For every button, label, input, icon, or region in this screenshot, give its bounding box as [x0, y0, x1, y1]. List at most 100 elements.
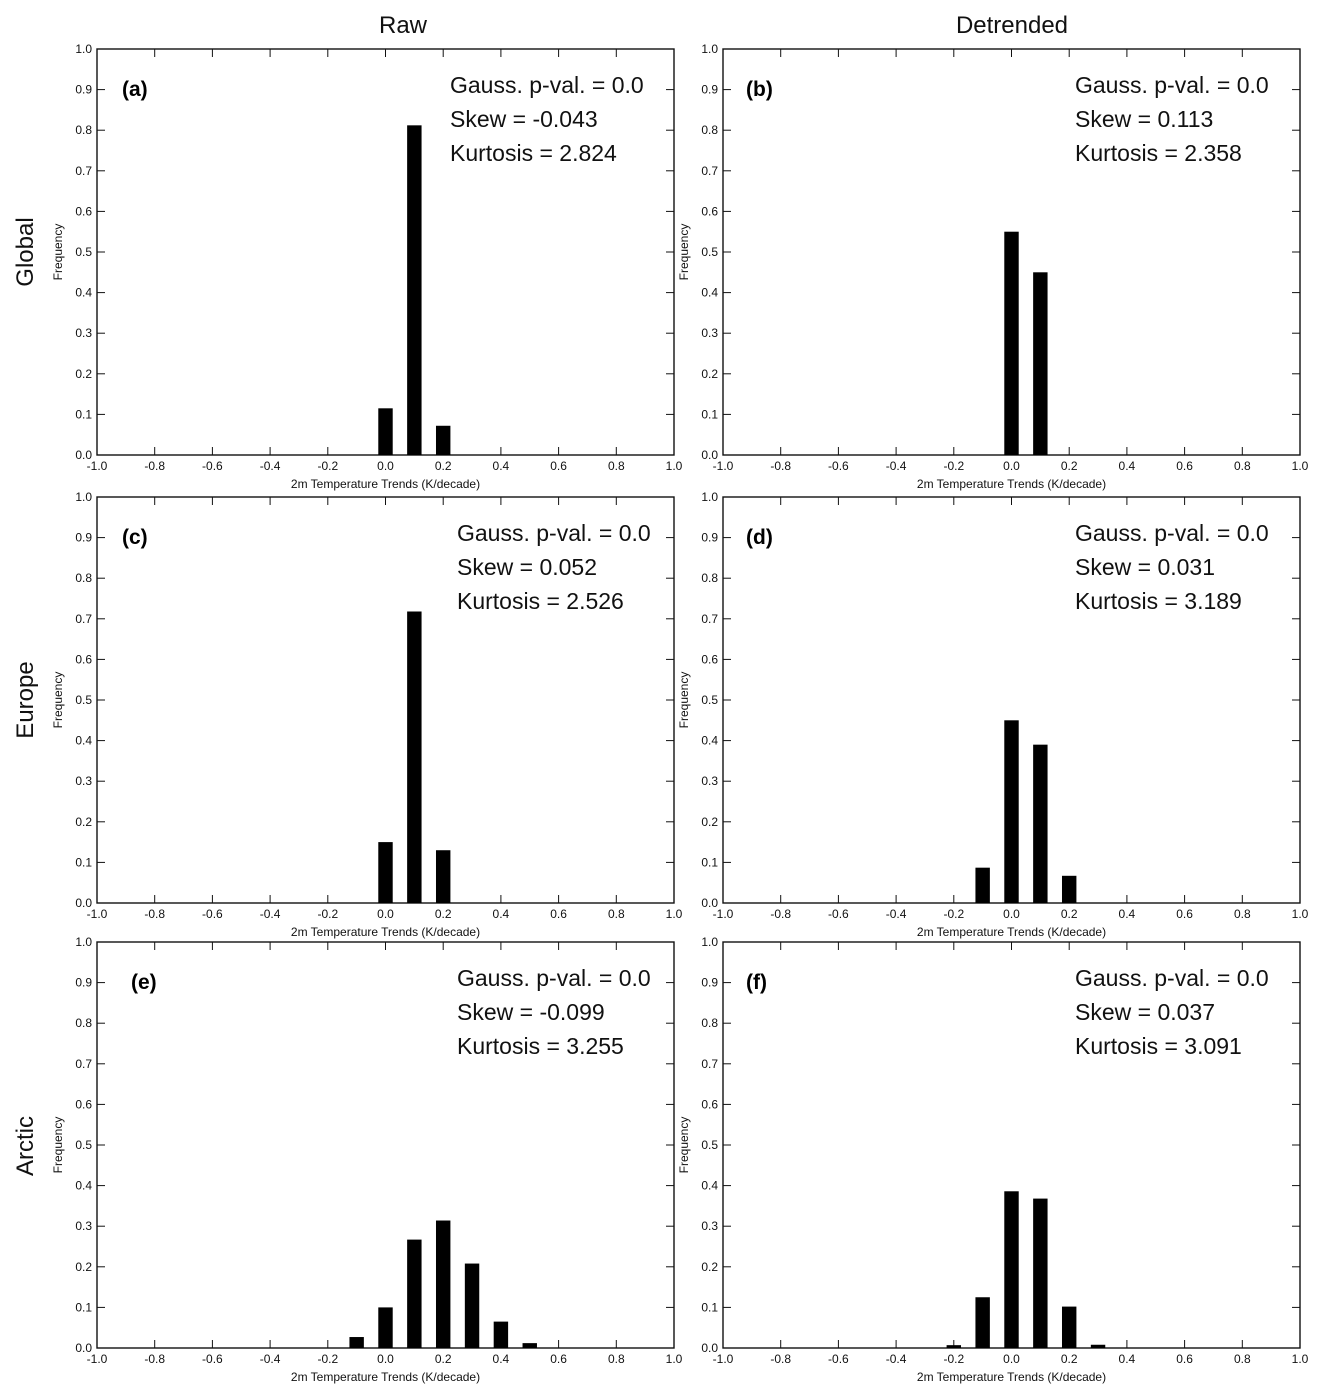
histogram-bar [522, 1343, 537, 1348]
x-tick-label: -0.6 [202, 459, 223, 473]
histogram-bar [435, 850, 451, 903]
y-tick-label: 0.7 [75, 164, 92, 178]
y-tick-label: 0.0 [701, 448, 718, 462]
y-tick-label: 0.2 [701, 1260, 718, 1274]
histogram-bar [435, 1220, 451, 1348]
y-tick-label: 0.8 [701, 1016, 718, 1030]
y-tick-label: 0.4 [75, 286, 92, 300]
y-tick-label: 0.2 [701, 367, 718, 381]
y-tick-label: 0.4 [75, 734, 92, 748]
panel-label: (f) [746, 971, 767, 994]
x-tick-label: 0.0 [377, 907, 394, 921]
x-tick-label: 0.2 [1061, 1352, 1078, 1366]
x-tick-label: 0.8 [608, 459, 625, 473]
x-tick-label: -0.6 [202, 1352, 223, 1366]
x-tick-label: 0.2 [1061, 459, 1078, 473]
y-tick-label: 0.6 [701, 652, 718, 666]
histogram-bar [407, 1239, 422, 1348]
y-tick-label: 0.9 [75, 976, 92, 990]
stats-annotation: Skew = 0.113 [1075, 106, 1213, 132]
stats-annotation: Gauss. p-val. = 0.0 [457, 520, 651, 546]
histogram-bar [493, 1321, 509, 1348]
y-tick-label: 0.1 [75, 855, 92, 869]
x-tick-label: -0.2 [943, 459, 964, 473]
y-tick-label: 0.5 [75, 693, 92, 707]
y-tick-label: 0.2 [75, 815, 92, 829]
x-tick-label: 0.4 [1119, 907, 1136, 921]
y-tick-label: 0.3 [701, 1219, 718, 1233]
histogram-bar [378, 842, 393, 903]
x-tick-label: 0.0 [377, 1352, 394, 1366]
x-axis-label: 2m Temperature Trends (K/decade) [291, 925, 480, 939]
x-tick-label: 0.0 [1003, 907, 1020, 921]
y-axis-label: Frequency [677, 672, 691, 729]
y-tick-label: 0.7 [701, 1057, 718, 1071]
y-tick-label: 0.9 [75, 531, 92, 545]
histogram-bar [1004, 231, 1019, 455]
x-tick-label: -0.6 [202, 907, 223, 921]
panel-label: (c) [122, 526, 148, 549]
y-tick-label: 1.0 [75, 490, 92, 504]
y-axis-label: Frequency [51, 672, 65, 729]
x-tick-label: -0.2 [943, 1352, 964, 1366]
histogram-bar [378, 408, 393, 455]
x-tick-label: 0.6 [550, 1352, 567, 1366]
panel-f: -1.0 -0.8 -0.6 -0.4 -0.2 0.0 0.2 0.4 0.6 0.8 1.0 0.… [677, 935, 1309, 1384]
histogram-bar [1004, 720, 1019, 903]
y-tick-label: 0.6 [701, 1097, 718, 1111]
y-tick-label: 0.9 [701, 976, 718, 990]
y-tick-label: 0.6 [75, 1097, 92, 1111]
y-tick-label: 0.4 [701, 1179, 718, 1193]
x-tick-label: -0.4 [260, 459, 281, 473]
x-tick-label: -1.0 [87, 1352, 108, 1366]
x-tick-label: -0.2 [317, 459, 338, 473]
histogram-bar [975, 867, 990, 903]
y-tick-label: 0.3 [701, 326, 718, 340]
y-tick-label: 0.1 [75, 407, 92, 421]
stats-annotation: Kurtosis = 2.358 [1075, 140, 1242, 166]
stats-annotation: Gauss. p-val. = 0.0 [450, 72, 644, 98]
x-tick-label: 0.6 [1176, 459, 1193, 473]
y-tick-label: 0.4 [75, 1179, 92, 1193]
panel-label: (e) [131, 971, 157, 994]
y-tick-label: 0.1 [701, 407, 718, 421]
x-tick-label: 1.0 [1292, 459, 1309, 473]
stats-annotation: Skew = -0.043 [450, 106, 598, 132]
y-axis-label: Frequency [51, 1117, 65, 1174]
y-tick-label: 0.8 [75, 123, 92, 137]
x-tick-label: -0.8 [144, 907, 165, 921]
y-axis-label: Frequency [677, 224, 691, 281]
y-tick-label: 0.0 [701, 896, 718, 910]
stats-annotation: Skew = -0.099 [457, 999, 605, 1025]
x-tick-label: 1.0 [1292, 907, 1309, 921]
y-tick-label: 0.5 [701, 1138, 718, 1152]
y-tick-label: 0.5 [75, 245, 92, 259]
x-axis-label: 2m Temperature Trends (K/decade) [291, 1370, 480, 1384]
y-axis-label: Frequency [51, 224, 65, 281]
y-tick-label: 0.6 [75, 652, 92, 666]
panel-a: -1.0 -0.8 -0.6 -0.4 -0.2 0.0 0.2 0.4 0.6 0.8 1.0 0.… [51, 42, 683, 491]
y-tick-label: 0.7 [701, 612, 718, 626]
y-tick-label: 1.0 [701, 935, 718, 949]
y-tick-label: 1.0 [75, 935, 92, 949]
x-tick-label: 0.0 [377, 459, 394, 473]
histogram-bar [946, 1345, 962, 1348]
panel-label: (d) [746, 526, 773, 549]
x-tick-label: 0.8 [1234, 907, 1251, 921]
x-tick-label: 0.0 [1003, 1352, 1020, 1366]
y-tick-label: 1.0 [75, 42, 92, 56]
row-title-europe: Europe [12, 661, 39, 738]
stats-annotation: Gauss. p-val. = 0.0 [1075, 72, 1269, 98]
y-tick-label: 0.7 [701, 164, 718, 178]
y-tick-label: 0.8 [75, 1016, 92, 1030]
x-tick-label: -0.8 [144, 459, 165, 473]
stats-annotation: Skew = 0.052 [457, 554, 597, 580]
y-tick-label: 0.4 [701, 734, 718, 748]
row-title-global: Global [12, 217, 39, 286]
panel-d: -1.0 -0.8 -0.6 -0.4 -0.2 0.0 0.2 0.4 0.6 0.8 1.0 0.… [677, 490, 1309, 939]
histogram-bar [975, 1297, 990, 1348]
histogram-bar [1061, 875, 1077, 903]
histogram-bar [435, 425, 451, 455]
x-axis-label: 2m Temperature Trends (K/decade) [917, 477, 1106, 491]
